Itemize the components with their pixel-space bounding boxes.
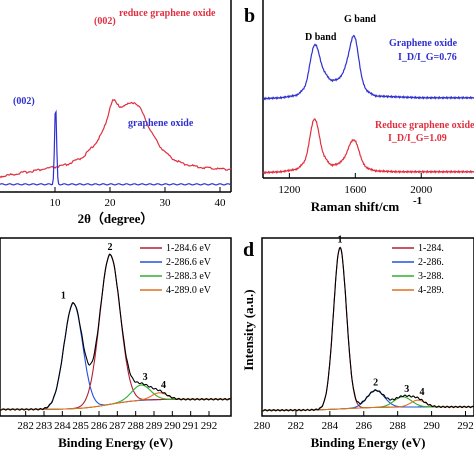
tick-label-b-0: 1200 bbox=[278, 184, 301, 196]
x-axis-label-a: 2θ（degree） bbox=[78, 211, 154, 226]
peak-fit-c-4 bbox=[0, 392, 231, 410]
peak-label-d-2: 2 bbox=[373, 377, 378, 388]
tick-label-c-9: 291 bbox=[182, 420, 199, 432]
annotation-b-rgo-ratio: I_D/I_G=1.09 bbox=[388, 133, 447, 144]
plot-frame-d bbox=[261, 237, 474, 417]
peak-label-c-4: 4 bbox=[161, 380, 166, 391]
tick-label-a-3: 40 bbox=[215, 197, 227, 209]
annotation-a-go: graphene oxide bbox=[128, 118, 194, 129]
panel-label-d: d bbox=[243, 239, 254, 261]
panel-label-b: b bbox=[244, 5, 255, 27]
tick-label-c-4: 286 bbox=[91, 420, 108, 432]
tick-label-d-1: 282 bbox=[288, 420, 305, 432]
legend-label-d-1: 2-286. bbox=[418, 257, 444, 268]
y-axis-label-d: Intensity (a.u.) bbox=[241, 289, 256, 370]
annotation-a-002-rgo: (002) bbox=[94, 16, 116, 27]
annotation-b-go-ratio: I_D/I_G=0.76 bbox=[398, 52, 457, 63]
tick-label-c-2: 284 bbox=[54, 420, 71, 432]
peak-fit-c-3 bbox=[0, 384, 231, 410]
tick-label-d-4: 288 bbox=[389, 420, 406, 432]
tick-label-c-1: 283 bbox=[36, 420, 53, 432]
legend-label-c-3: 4-289.0 eV bbox=[166, 285, 212, 296]
annotation-b-dband: D band bbox=[305, 32, 337, 43]
tick-label-a-2: 30 bbox=[160, 197, 172, 209]
annotation-a-002-go: (002) bbox=[13, 96, 35, 107]
annotation-a-rgo: reduce graphene oxide bbox=[119, 8, 216, 19]
legend-label-d-0: 1-284. bbox=[418, 243, 444, 254]
series-line-b-0 bbox=[262, 34, 474, 101]
tick-label-b-1: 1600 bbox=[344, 184, 367, 196]
annotation-b-gband: G band bbox=[344, 14, 376, 25]
tick-label-c-6: 288 bbox=[127, 420, 144, 432]
annotation-b-go: Graphene oxide bbox=[389, 38, 458, 49]
tick-label-d-3: 286 bbox=[356, 420, 373, 432]
legend-label-c-0: 1-284.6 eV bbox=[166, 243, 212, 254]
peak-label-c-2: 2 bbox=[108, 242, 113, 253]
tick-label-c-8: 290 bbox=[164, 420, 181, 432]
peak-label-d-1: 1 bbox=[338, 234, 343, 245]
tick-label-c-0: 282 bbox=[17, 420, 34, 432]
tick-label-d-5: 290 bbox=[423, 420, 440, 432]
peak-label-d-3: 3 bbox=[404, 384, 409, 395]
peak-fit-c-1 bbox=[0, 302, 231, 410]
tick-label-d-2: 284 bbox=[322, 420, 339, 432]
plot-frame-c bbox=[0, 237, 232, 417]
peak-label-c-3: 3 bbox=[143, 372, 148, 383]
legend-label-c-2: 3-288.3 eV bbox=[166, 271, 212, 282]
series-line-a-1 bbox=[0, 109, 232, 186]
x-axis-label-d: Binding Energy (eV) bbox=[311, 435, 426, 450]
tick-label-a-1: 20 bbox=[105, 197, 117, 209]
x-axis-label-sup-b: -1 bbox=[413, 195, 422, 207]
tick-label-b-2: 2000 bbox=[410, 184, 433, 196]
envelope-d bbox=[261, 246, 474, 412]
x-axis-label-c: Binding Energy (eV) bbox=[58, 435, 173, 450]
tick-label-d-6: 292 bbox=[457, 420, 474, 432]
peak-label-c-1: 1 bbox=[61, 290, 66, 301]
annotation-b-rgo: Reduce graphene oxide bbox=[375, 120, 474, 131]
tick-label-a-0: 10 bbox=[50, 197, 62, 209]
tick-label-c-5: 287 bbox=[109, 420, 126, 432]
x-axis-label-b: Raman shift/cm bbox=[311, 199, 400, 214]
tick-label-d-0: 280 bbox=[254, 420, 271, 432]
peak-fit-d-4 bbox=[262, 399, 474, 411]
envelope-c bbox=[0, 253, 232, 411]
peak-fit-d-3 bbox=[262, 396, 474, 411]
legend-label-c-1: 2-286.6 eV bbox=[166, 257, 212, 268]
tick-label-c-3: 285 bbox=[72, 420, 89, 432]
tick-label-c-7: 289 bbox=[146, 420, 163, 432]
series-line-b-1 bbox=[262, 118, 474, 175]
legend-label-d-2: 3-288. bbox=[418, 271, 444, 282]
peak-label-d-4: 4 bbox=[420, 387, 425, 398]
series-line-a-0 bbox=[0, 98, 232, 179]
legend-label-d-3: 4-289. bbox=[418, 285, 444, 296]
tick-label-c-10: 292 bbox=[201, 420, 218, 432]
